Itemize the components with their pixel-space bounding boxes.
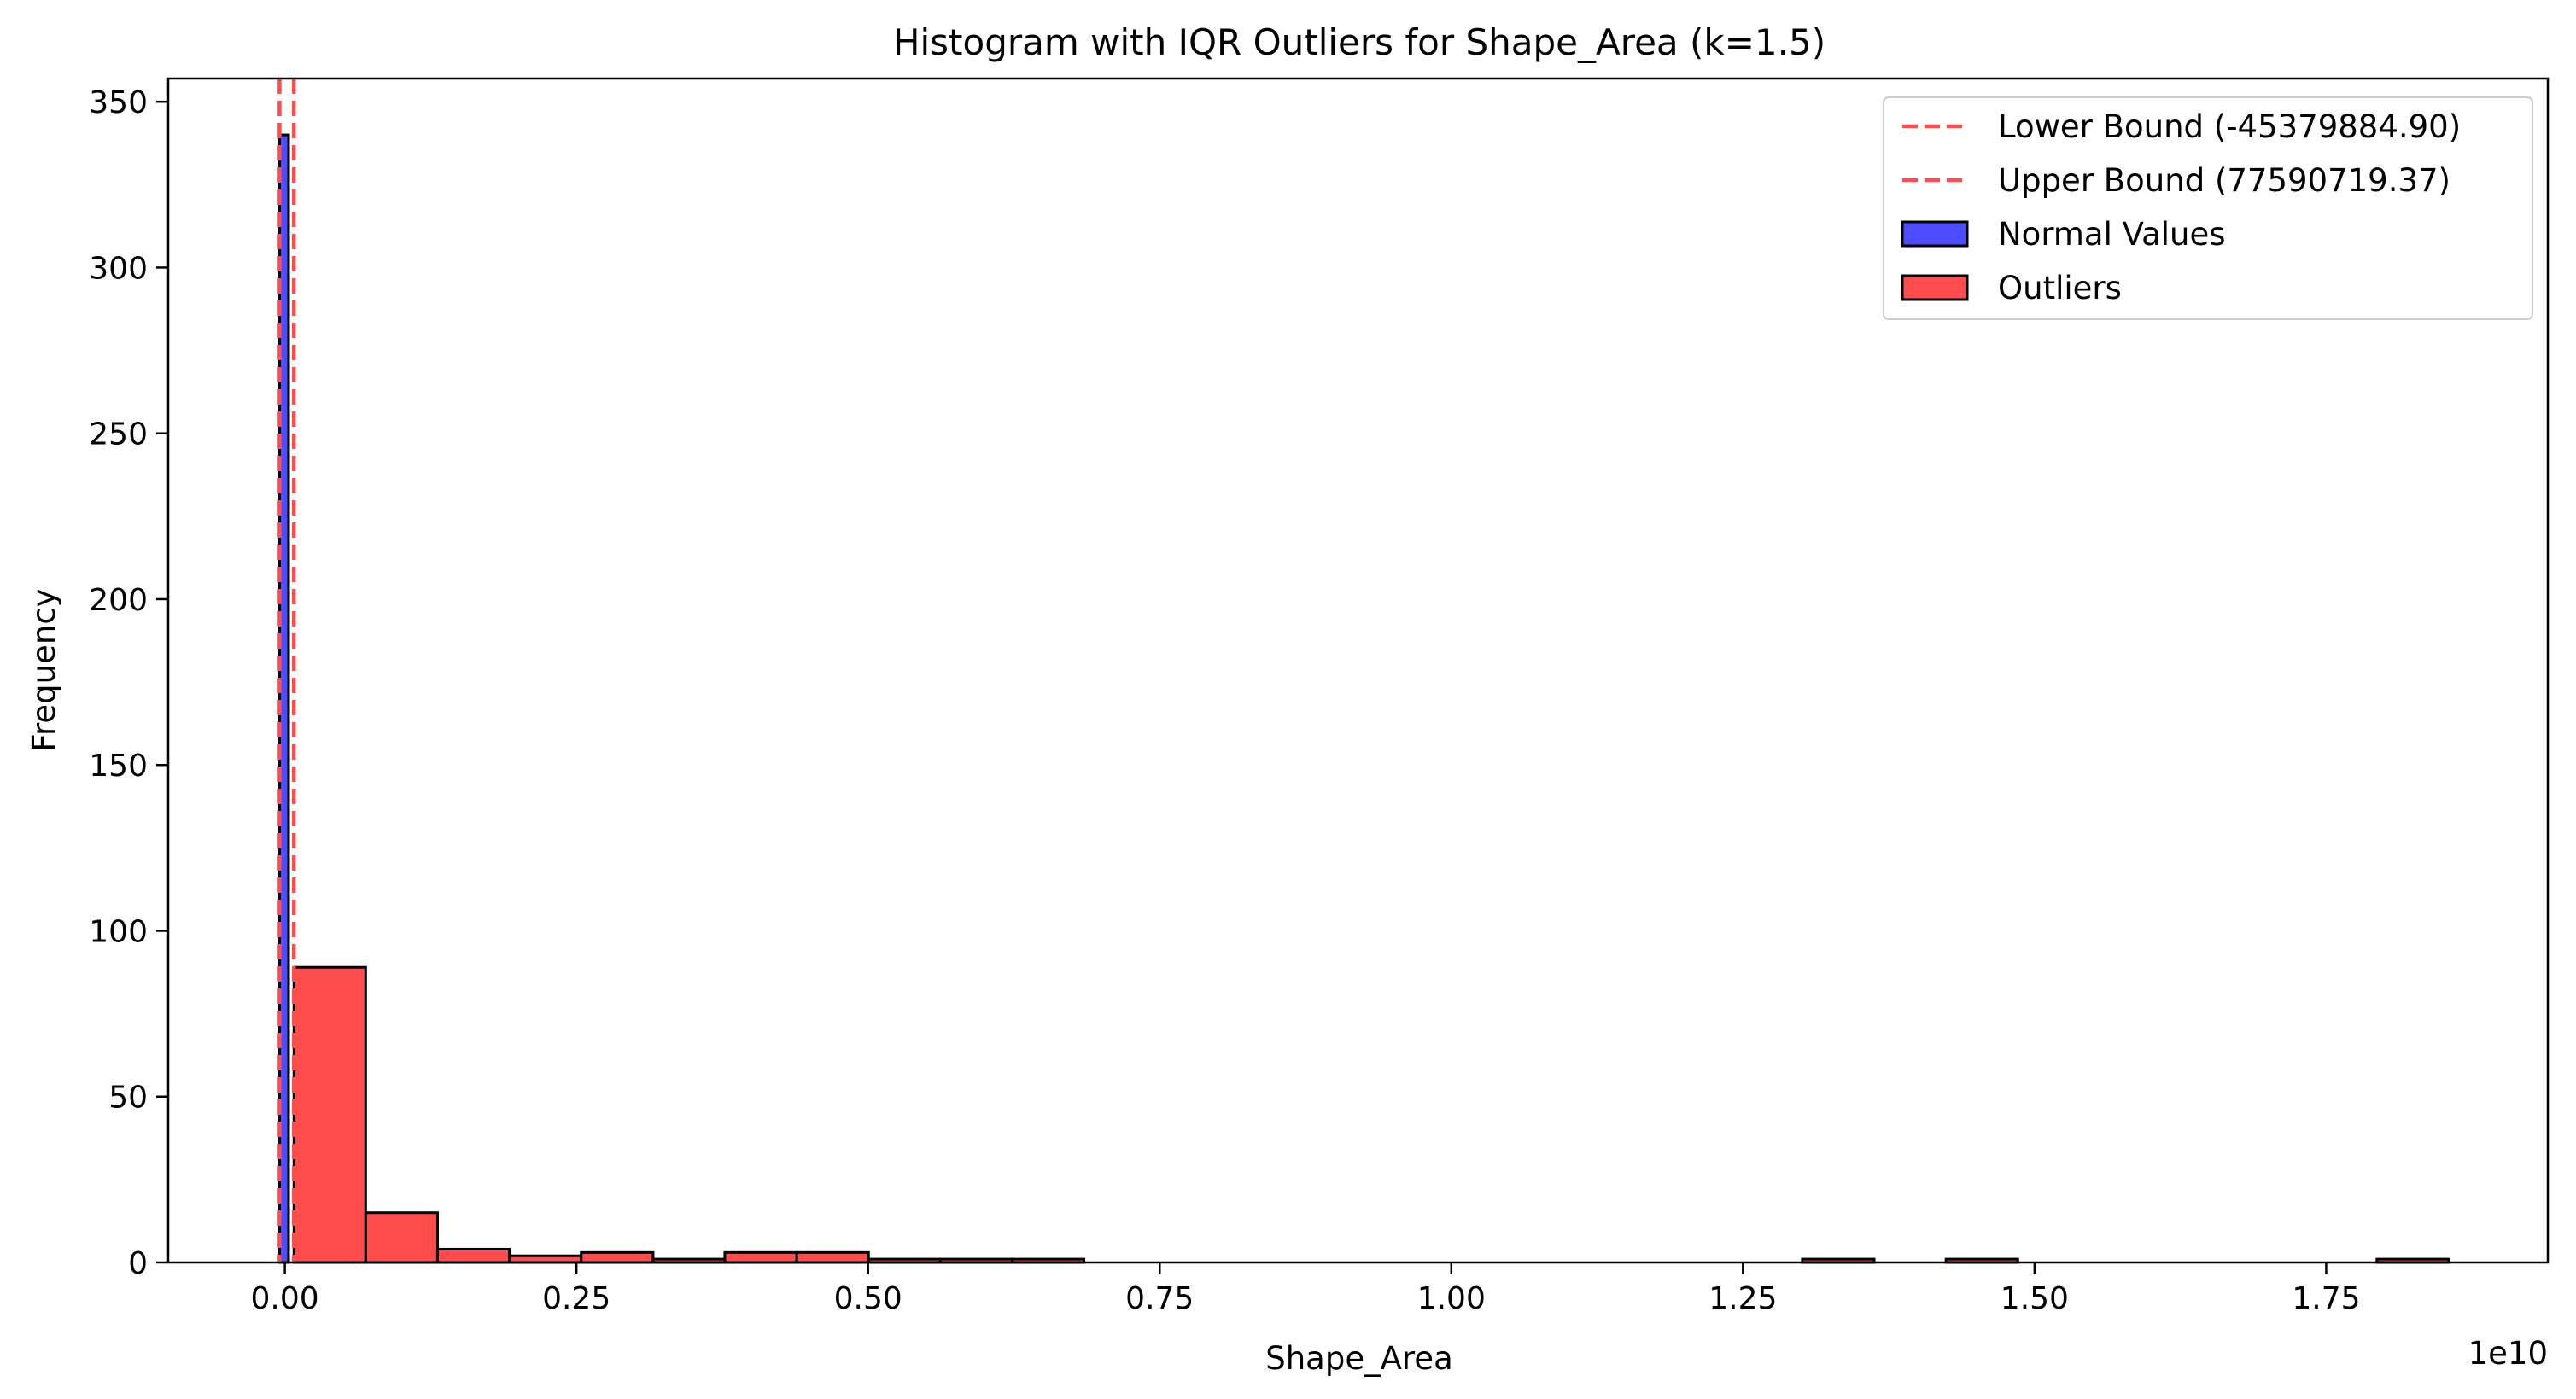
y-axis-label: Frequency	[26, 588, 62, 751]
x-tick-label-5: 1.25	[1709, 1281, 1777, 1316]
outliers-bar-2	[435, 1247, 511, 1264]
legend-label-3: Outliers	[1998, 270, 2122, 306]
legend-swatch-3	[1901, 274, 1969, 301]
y-tick-label-0: 0	[128, 1246, 148, 1281]
y-tick-label-4: 200	[89, 583, 148, 618]
x-tick-label-3: 0.75	[1125, 1281, 1194, 1316]
x-tick-label-7: 1.75	[2292, 1281, 2360, 1316]
outliers-bar-0	[292, 965, 367, 1264]
legend-box	[1883, 96, 2533, 320]
y-tick-label-6: 300	[89, 251, 148, 286]
legend-label-0: Lower Bound (-45379884.90)	[1998, 108, 2461, 145]
y-tick-label-5: 250	[89, 417, 148, 452]
plot-frame	[166, 77, 2550, 1264]
legend-label-2: Normal Values	[1998, 216, 2226, 253]
y-tick-label-2: 100	[89, 914, 148, 949]
x-tick-label-1: 0.25	[542, 1281, 610, 1316]
reference-lines-layer	[277, 79, 296, 1262]
x-tick-label-0: 0.00	[251, 1281, 319, 1316]
x-tick-label-2: 0.50	[834, 1281, 902, 1316]
outliers-bar-1	[364, 1211, 439, 1264]
x-tick-label-4: 1.00	[1417, 1281, 1486, 1316]
outliers-bar-4	[580, 1250, 655, 1264]
outliers-bar-7	[795, 1250, 870, 1264]
y-tick-label-7: 350	[89, 85, 148, 120]
y-axis-ticks: 0 50 100 150 200 250 300 350	[89, 85, 168, 1281]
x-axis-ticks: 0.00 0.25 0.50 0.75 1.00 1.25 1.50 1.75	[251, 1262, 2361, 1316]
y-tick-label-3: 150	[89, 749, 148, 784]
y-tick-label-1: 50	[108, 1081, 148, 1116]
legend-label-1: Upper Bound (77590719.37)	[1998, 162, 2450, 199]
legend-swatch-2	[1901, 220, 1969, 248]
legend: Lower Bound (-45379884.90) Upper Bound (7…	[1883, 96, 2533, 320]
x-axis-label: Shape_Area	[1265, 1340, 1453, 1377]
chart-title: Histogram with IQR Outliers for Shape_Ar…	[893, 21, 1825, 63]
x-axis-offset-label: 1e10	[2468, 1335, 2548, 1372]
x-tick-label-6: 1.50	[2001, 1281, 2069, 1316]
outliers-bar-6	[723, 1250, 798, 1264]
